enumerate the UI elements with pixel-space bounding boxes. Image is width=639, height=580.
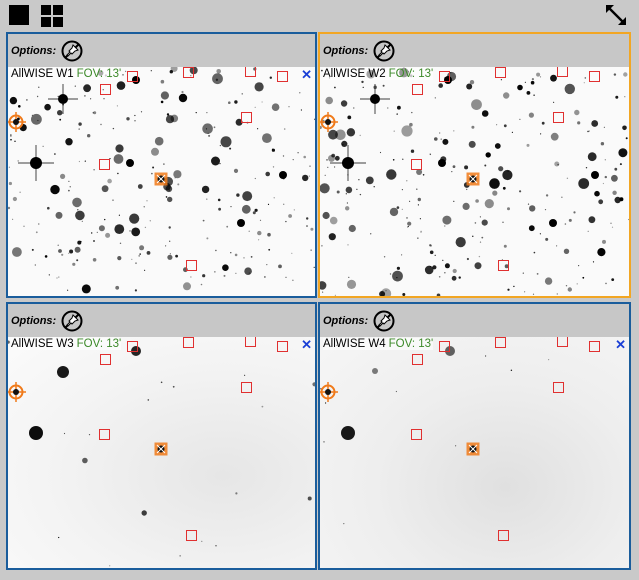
catalog-marker[interactable] [589, 71, 600, 82]
catalog-marker[interactable] [245, 337, 256, 347]
fov-label: FOV: 13' [76, 68, 122, 80]
panel-header: Options: [320, 304, 629, 336]
catalog-marker[interactable] [241, 112, 252, 123]
band-label: AllWISE W3 [11, 338, 74, 350]
image-panel-w2[interactable]: Options: AllWISE W2 FOV: 13' [318, 32, 631, 298]
options-label: Options: [11, 45, 57, 57]
catalog-marker[interactable] [495, 67, 506, 78]
options-pin-icon[interactable] [61, 310, 83, 332]
image-title: AllWISE W1 FOV: 13' [11, 68, 122, 80]
catalog-marker[interactable] [411, 429, 422, 440]
close-icon[interactable]: ✕ [301, 67, 312, 82]
catalog-marker[interactable] [241, 382, 252, 393]
catalog-marker[interactable] [498, 530, 509, 541]
expand-icon[interactable] [603, 3, 629, 27]
crosshair-icon[interactable] [320, 112, 338, 137]
catalog-marker[interactable] [412, 354, 423, 365]
catalog-marker[interactable] [411, 159, 422, 170]
options-pin-icon[interactable] [373, 310, 395, 332]
image-title: AllWISE W2 FOV: 13' [323, 68, 434, 80]
catalog-marker[interactable] [412, 84, 423, 95]
star-field [320, 344, 550, 525]
catalog-marker[interactable] [589, 341, 600, 352]
catalog-marker[interactable] [100, 354, 111, 365]
band-label: AllWISE W4 [323, 338, 386, 350]
selected-target-marker[interactable] [154, 442, 168, 461]
image-panel-w4[interactable]: Options: AllWISE W4 FOV: 13' ✕ [318, 302, 631, 570]
catalog-marker[interactable] [557, 67, 568, 77]
catalog-marker[interactable] [99, 429, 110, 440]
catalog-marker[interactable] [183, 67, 194, 78]
fov-label: FOV: 13' [76, 338, 122, 350]
catalog-marker[interactable] [495, 337, 506, 348]
options-pin-icon[interactable] [373, 40, 395, 62]
image-panel-w3[interactable]: Options: AllWISE W3 FOV: 13' ✕ [6, 302, 317, 570]
catalog-marker[interactable] [553, 382, 564, 393]
crosshair-icon[interactable] [320, 382, 338, 407]
catalog-marker[interactable] [127, 71, 138, 82]
crosshair-icon[interactable] [8, 382, 26, 407]
image-area-w3[interactable]: AllWISE W3 FOV: 13' ✕ [8, 337, 315, 568]
catalog-marker[interactable] [100, 84, 111, 95]
catalog-marker[interactable] [439, 71, 450, 82]
catalog-marker[interactable] [183, 337, 194, 348]
catalog-marker[interactable] [186, 260, 197, 271]
panel-header: Options: [8, 34, 315, 66]
catalog-marker[interactable] [99, 159, 110, 170]
options-label: Options: [323, 45, 369, 57]
toolbar [0, 0, 639, 30]
close-icon[interactable]: ✕ [615, 337, 626, 352]
options-label: Options: [323, 315, 369, 327]
selected-target-marker[interactable] [466, 442, 480, 461]
options-label: Options: [11, 315, 57, 327]
image-area-w1[interactable]: AllWISE W1 FOV: 13' ✕ [8, 67, 315, 296]
star-field [320, 67, 629, 296]
single-view-icon[interactable] [9, 5, 29, 25]
catalog-marker[interactable] [245, 67, 256, 77]
image-area-w2[interactable]: AllWISE W2 FOV: 13' [320, 67, 629, 296]
catalog-marker[interactable] [439, 341, 450, 352]
image-title: AllWISE W3 FOV: 13' [11, 338, 122, 350]
catalog-marker[interactable] [127, 341, 138, 352]
crosshair-icon[interactable] [8, 112, 26, 137]
catalog-marker[interactable] [498, 260, 509, 271]
catalog-marker[interactable] [557, 337, 568, 347]
catalog-marker[interactable] [277, 341, 288, 352]
fov-label: FOV: 13' [388, 338, 434, 350]
catalog-marker[interactable] [186, 530, 197, 541]
grid-view-icon[interactable] [41, 5, 63, 27]
catalog-marker[interactable] [553, 112, 564, 123]
image-title: AllWISE W4 FOV: 13' [323, 338, 434, 350]
selected-target-marker[interactable] [154, 172, 168, 191]
selected-target-marker[interactable] [466, 172, 480, 191]
fov-label: FOV: 13' [388, 68, 434, 80]
band-label: AllWISE W1 [11, 68, 74, 80]
options-pin-icon[interactable] [61, 40, 83, 62]
catalog-marker[interactable] [277, 71, 288, 82]
panel-header: Options: [320, 34, 629, 66]
panel-header: Options: [8, 304, 315, 336]
band-label: AllWISE W2 [323, 68, 386, 80]
image-area-w4[interactable]: AllWISE W4 FOV: 13' ✕ [320, 337, 629, 568]
close-icon[interactable]: ✕ [301, 337, 312, 352]
image-panel-w1[interactable]: Options: AllWISE W1 FOV: 13' ✕ [6, 32, 317, 298]
